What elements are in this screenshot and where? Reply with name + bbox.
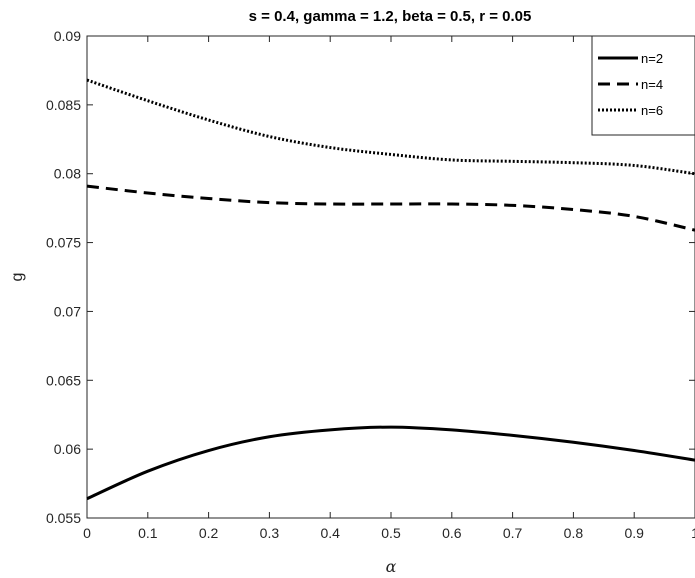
legend-label: n=2 (641, 51, 663, 66)
y-tick-label: 0.09 (54, 28, 81, 44)
x-tick-label: 0.9 (624, 525, 644, 541)
series-line-n=2 (86, 425, 695, 501)
y-tick-label: 0.06 (54, 441, 81, 457)
y-tick-label: 0.07 (54, 303, 81, 319)
legend-label: n=4 (641, 77, 663, 92)
x-tick-label: 0.6 (442, 525, 462, 541)
x-tick-label: 0.7 (503, 525, 523, 541)
y-tick-label: 0.075 (46, 235, 81, 251)
x-tick-label: 1 (691, 525, 695, 541)
series-lines (86, 78, 695, 501)
x-tick-label: 0 (83, 525, 91, 541)
x-tick-label: 0.8 (564, 525, 584, 541)
x-tick-label: 0.2 (199, 525, 219, 541)
y-axis-label: g (9, 273, 26, 282)
y-tick-label: 0.065 (46, 372, 81, 388)
series-line-n=6 (86, 78, 695, 176)
legend: n=2 n=4 n=6 (591, 35, 695, 136)
chart-title: s = 0.4, gamma = 1.2, beta = 0.5, r = 0.… (249, 8, 532, 25)
y-tick-label: 0.08 (54, 166, 81, 182)
legend-label: n=6 (641, 103, 663, 118)
axis-ticks: 0 0.1 0.2 0.3 0.4 0.5 0.6 0.7 0.8 0.9 1 0.055 0.06 0.… (46, 28, 695, 541)
x-tick-label: 0.1 (138, 525, 158, 541)
x-tick-label: 0.3 (260, 525, 280, 541)
series-line-n=4 (86, 184, 695, 232)
y-tick-label: 0.085 (46, 97, 81, 113)
x-tick-label: 0.4 (320, 525, 340, 541)
x-axis-label: α (386, 557, 397, 576)
x-tick-label: 0.5 (381, 525, 401, 541)
y-tick-label: 0.055 (46, 510, 81, 526)
